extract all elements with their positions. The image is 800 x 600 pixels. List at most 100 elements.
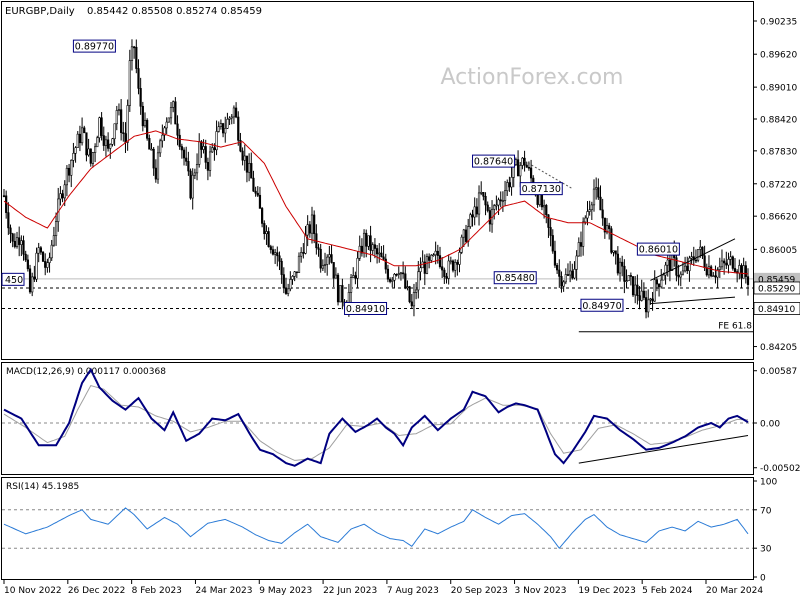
candle-body (464, 229, 468, 242)
candle-body (564, 274, 567, 283)
candle-body (428, 256, 431, 261)
candle-body (28, 268, 32, 293)
candle-body (20, 240, 23, 245)
candle-body (141, 105, 144, 127)
candle-body (154, 167, 157, 180)
price-annotation-box (493, 271, 537, 285)
candle-body (371, 244, 374, 251)
candle-body (644, 297, 648, 313)
candle-body (241, 150, 244, 161)
candle-body (239, 140, 242, 152)
candle-body (245, 155, 249, 173)
candle-body (330, 254, 333, 263)
candle-body (139, 88, 142, 107)
candle-body (447, 260, 450, 279)
candle-body (655, 279, 658, 285)
candle-body (178, 134, 181, 147)
candle-body (582, 221, 585, 247)
candle-body (649, 298, 652, 301)
candle-body (575, 255, 578, 270)
candle-body (599, 196, 602, 211)
price-annotation-label: 0.87130 (522, 184, 561, 195)
candle-body (454, 262, 457, 271)
candle-body (193, 172, 196, 176)
symbol-timeframe: EURGBP,Daily (5, 6, 75, 17)
candle-body (291, 276, 294, 280)
candle-body (278, 255, 281, 262)
candle-body (26, 259, 29, 270)
candle-body (250, 163, 253, 179)
price-axis-tick-label: 0.89620 (760, 51, 797, 61)
candle-body (228, 117, 231, 120)
candle-body (282, 274, 285, 289)
candle-body (98, 117, 101, 139)
price-axis-tick-label: 0.87220 (760, 180, 797, 190)
candle-body (657, 283, 661, 288)
candle-body (102, 135, 105, 146)
candle-body (662, 274, 665, 281)
candle-body (185, 157, 188, 162)
candle-body (219, 123, 223, 127)
candle-body (44, 261, 47, 268)
candle-body (590, 204, 593, 211)
candle-body (683, 265, 687, 272)
candle-body (441, 266, 444, 271)
rsi-axis-tick-label: 100 (760, 478, 777, 488)
candle-body (573, 269, 576, 279)
candle-body (415, 289, 418, 293)
price-annotation-box (472, 154, 516, 168)
candle-body (566, 274, 570, 276)
candle-body (208, 151, 212, 171)
rsi-axis-tick-label: 0 (760, 574, 766, 584)
candle-body (586, 211, 589, 219)
candle-body (718, 266, 721, 270)
candle-body (664, 264, 667, 276)
candle-body (182, 149, 186, 159)
macd-line (3, 367, 749, 467)
candle-body (592, 188, 596, 206)
candle-body (701, 246, 704, 257)
x-axis-tick-label: 19 Dec 2023 (578, 586, 636, 596)
candle-body (67, 167, 71, 176)
candle-body (202, 146, 205, 150)
support-marker (753, 281, 800, 295)
candle-body (230, 116, 233, 119)
candle-body (39, 247, 42, 253)
candle-body (306, 224, 309, 236)
candle-body (501, 200, 504, 202)
macd-axis-tick-label: 0.00587 (760, 367, 797, 377)
macd-axis-tick-label: -0.005021 (760, 464, 800, 474)
candle-body (603, 217, 606, 233)
candle-body (679, 273, 682, 278)
candle-body (287, 288, 290, 294)
candle-body (584, 217, 587, 223)
candle-body (605, 225, 609, 233)
candle-body (480, 192, 483, 194)
candle-body (256, 192, 259, 196)
candle-body (434, 250, 437, 256)
candle-body (425, 256, 429, 274)
macd-axis: 0.00587 0.00 -0.005021 (753, 367, 800, 474)
candle-body (647, 299, 650, 313)
candle-body (169, 107, 173, 119)
candle-body (289, 279, 292, 290)
candle-body (221, 123, 225, 134)
candle-body (180, 146, 183, 151)
candle-body (623, 265, 626, 282)
candle-body (621, 261, 624, 267)
price-axis-tick-label: 0.86620 (760, 213, 797, 223)
candle-body (601, 209, 604, 219)
candle-body (506, 182, 509, 192)
candle-body (174, 101, 177, 125)
candle-body (495, 204, 498, 207)
candle-body (451, 260, 455, 271)
candle-body (111, 138, 114, 145)
candle-body (653, 279, 656, 302)
candle-body (85, 132, 88, 156)
x-axis-tick-label: 10 Nov 2022 (4, 586, 62, 596)
ohlc-values: 0.85442 0.85508 0.85274 0.85459 (87, 6, 262, 17)
candle-body (393, 273, 396, 281)
candle-body (137, 68, 140, 89)
candle-body (217, 126, 220, 132)
candle-body (527, 166, 531, 169)
